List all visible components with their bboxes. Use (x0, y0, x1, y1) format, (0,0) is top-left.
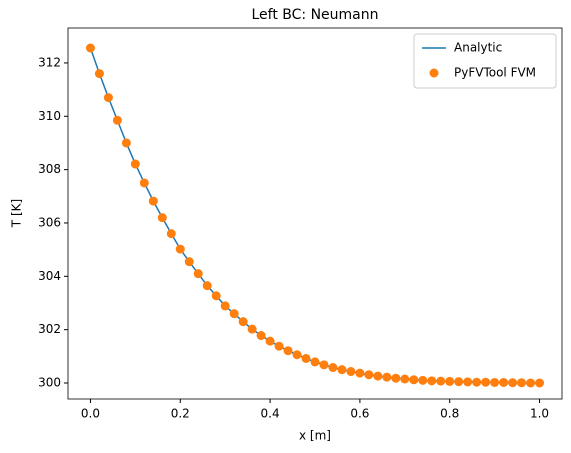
data-point (166, 229, 176, 239)
y-tick-label: 312 (38, 55, 61, 69)
x-tick-label: 0.0 (81, 407, 100, 421)
data-point (157, 213, 167, 223)
data-point (301, 353, 311, 363)
data-point (454, 377, 464, 387)
data-point (274, 341, 284, 351)
data-point (211, 291, 221, 301)
data-point (139, 178, 149, 188)
legend-box (413, 33, 557, 89)
data-point (319, 360, 329, 370)
x-tick-label: 0.8 (440, 407, 459, 421)
data-point (517, 378, 527, 388)
data-point (418, 375, 428, 385)
y-tick-label: 302 (38, 322, 61, 336)
data-point (184, 257, 194, 267)
data-point (202, 281, 212, 291)
data-point (490, 377, 500, 387)
data-point (148, 196, 158, 206)
data-point (265, 336, 275, 346)
legend-marker (429, 68, 439, 78)
data-point (526, 378, 536, 388)
y-tick-label: 306 (38, 215, 61, 229)
data-point (391, 373, 401, 383)
data-point (346, 367, 356, 377)
data-point (436, 376, 446, 386)
y-tick-label: 310 (38, 109, 61, 123)
series-line (89, 47, 540, 384)
data-point (130, 159, 140, 169)
data-point (121, 138, 131, 148)
data-point (328, 363, 338, 373)
data-point (535, 378, 545, 388)
data-point (220, 301, 230, 311)
data-point (229, 309, 239, 319)
legend-label: PyFVTool FVM (454, 66, 536, 80)
data-point (85, 43, 95, 53)
x-tick-label: 0.6 (350, 407, 369, 421)
chart-title: Left BC: Neumann (251, 7, 378, 23)
data-point (400, 374, 410, 384)
x-axis-label: x [m] (299, 429, 331, 443)
data-point (364, 370, 374, 380)
data-point (382, 372, 392, 382)
data-point (499, 377, 509, 387)
data-point (256, 331, 266, 341)
data-point (481, 377, 491, 387)
data-point (193, 269, 203, 279)
data-point (283, 346, 293, 356)
data-point (103, 93, 113, 103)
y-axis-label: T [K] (10, 199, 24, 228)
data-point (247, 324, 257, 334)
data-point (463, 377, 473, 387)
y-tick-label: 300 (38, 375, 61, 389)
data-point (94, 69, 104, 79)
data-point (238, 317, 248, 327)
data-point (409, 375, 419, 385)
x-tick-label: 0.2 (171, 407, 190, 421)
data-point (472, 377, 482, 387)
x-tick-label: 0.4 (261, 407, 280, 421)
data-point (373, 371, 383, 381)
data-point (427, 376, 437, 386)
data-point (112, 115, 122, 125)
data-point (445, 376, 455, 386)
x-tick-label: 1.0 (530, 407, 549, 421)
data-point (175, 244, 185, 254)
data-point (355, 368, 365, 378)
data-point (292, 350, 302, 360)
y-tick-label: 308 (38, 162, 61, 176)
y-tick-label: 304 (38, 269, 61, 283)
legend-label: Analytic (454, 41, 502, 55)
data-point (508, 378, 518, 388)
plot-frame (67, 27, 563, 400)
data-point (337, 365, 347, 375)
data-point (310, 357, 320, 367)
